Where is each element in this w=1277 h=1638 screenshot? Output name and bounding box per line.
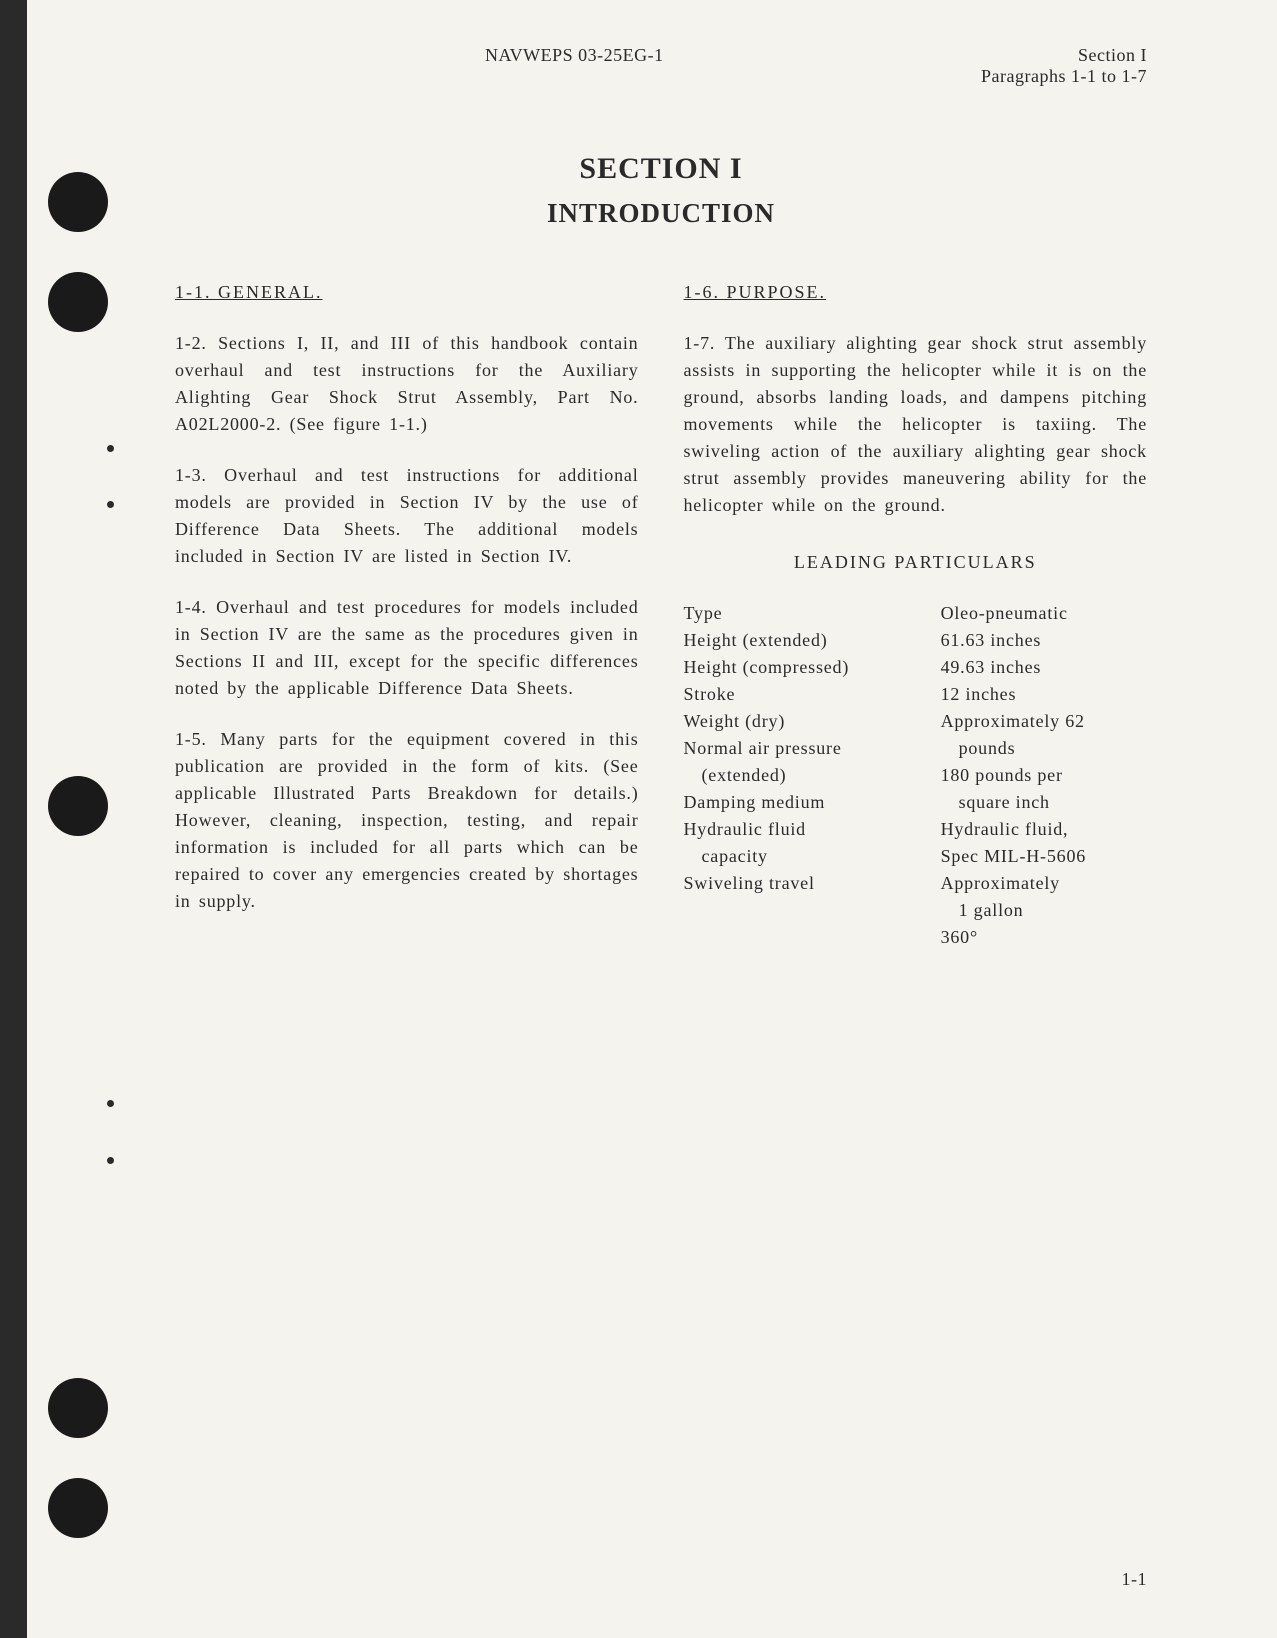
particulars-table: Type Height (extended) Height (compresse… <box>684 600 1148 951</box>
value-fluid-cap-sub: 1 gallon <box>941 897 1147 924</box>
header-doc-number: NAVWEPS 03-25EG-1 <box>485 45 664 87</box>
marker-dot <box>107 1100 114 1107</box>
header-right: Section I Paragraphs 1-1 to 1-7 <box>981 45 1147 87</box>
page-binding-edge <box>0 0 27 1638</box>
paragraph-1-5: 1-5. Many parts for the equipment covere… <box>175 726 639 915</box>
label-air-pressure-sub: (extended) <box>684 762 911 789</box>
value-stroke: 12 inches <box>941 681 1147 708</box>
value-weight: Approximately 62 <box>941 708 1147 735</box>
value-height-ext: 61.63 inches <box>941 627 1147 654</box>
header-paragraphs: Paragraphs 1-1 to 1-7 <box>981 66 1147 87</box>
header-section: Section I <box>981 45 1147 66</box>
value-air-pressure-sub: square inch <box>941 789 1147 816</box>
label-fluid-cap-sub: capacity <box>684 843 911 870</box>
value-damping-sub: Spec MIL-H-5606 <box>941 843 1147 870</box>
paragraph-1-7: 1-7. The auxiliary alighting gear shock … <box>684 330 1148 519</box>
value-swivel: 360° <box>941 924 1147 951</box>
section-title: SECTION I INTRODUCTION <box>175 152 1147 229</box>
paragraph-1-3: 1-3. Overhaul and test instructions for … <box>175 462 639 570</box>
punch-hole <box>48 272 108 332</box>
value-type: Oleo-pneumatic <box>941 600 1147 627</box>
label-type: Type <box>684 600 911 627</box>
right-column: 1-6. PURPOSE. 1-7. The auxiliary alighti… <box>684 279 1148 951</box>
value-fluid-cap: Approximately <box>941 870 1147 897</box>
label-height-ext: Height (extended) <box>684 627 911 654</box>
value-air-pressure: 180 pounds per <box>941 762 1147 789</box>
value-height-comp: 49.63 inches <box>941 654 1147 681</box>
page-header: NAVWEPS 03-25EG-1 Section I Paragraphs 1… <box>175 45 1147 87</box>
label-weight: Weight (dry) <box>684 708 911 735</box>
value-damping: Hydraulic fluid, <box>941 816 1147 843</box>
left-column: 1-1. GENERAL. 1-2. Sections I, II, and I… <box>175 279 639 951</box>
punch-hole <box>48 776 108 836</box>
title-line-1: SECTION I <box>175 152 1147 186</box>
marker-dot <box>107 445 114 452</box>
paragraph-1-4: 1-4. Overhaul and test procedures for mo… <box>175 594 639 702</box>
label-height-comp: Height (compressed) <box>684 654 911 681</box>
particulars-labels: Type Height (extended) Height (compresse… <box>684 600 911 951</box>
punch-hole <box>48 1378 108 1438</box>
punch-hole <box>48 172 108 232</box>
punch-hole <box>48 1478 108 1538</box>
title-line-2: INTRODUCTION <box>175 198 1147 229</box>
label-swivel: Swiveling travel <box>684 870 911 897</box>
label-stroke: Stroke <box>684 681 911 708</box>
value-weight-sub: pounds <box>941 735 1147 762</box>
particulars-values: Oleo-pneumatic 61.63 inches 49.63 inches… <box>941 600 1147 951</box>
purpose-heading: 1-6. PURPOSE. <box>684 279 1148 306</box>
content-columns: 1-1. GENERAL. 1-2. Sections I, II, and I… <box>175 279 1147 951</box>
label-damping: Damping medium <box>684 789 911 816</box>
general-heading: 1-1. GENERAL. <box>175 279 639 306</box>
page-number: 1-1 <box>1122 1569 1148 1590</box>
marker-dot <box>107 1157 114 1164</box>
marker-dot <box>107 501 114 508</box>
label-fluid-cap: Hydraulic fluid <box>684 816 911 843</box>
leading-particulars-heading: LEADING PARTICULARS <box>684 549 1148 576</box>
label-air-pressure: Normal air pressure <box>684 735 911 762</box>
paragraph-1-2: 1-2. Sections I, II, and III of this han… <box>175 330 639 438</box>
